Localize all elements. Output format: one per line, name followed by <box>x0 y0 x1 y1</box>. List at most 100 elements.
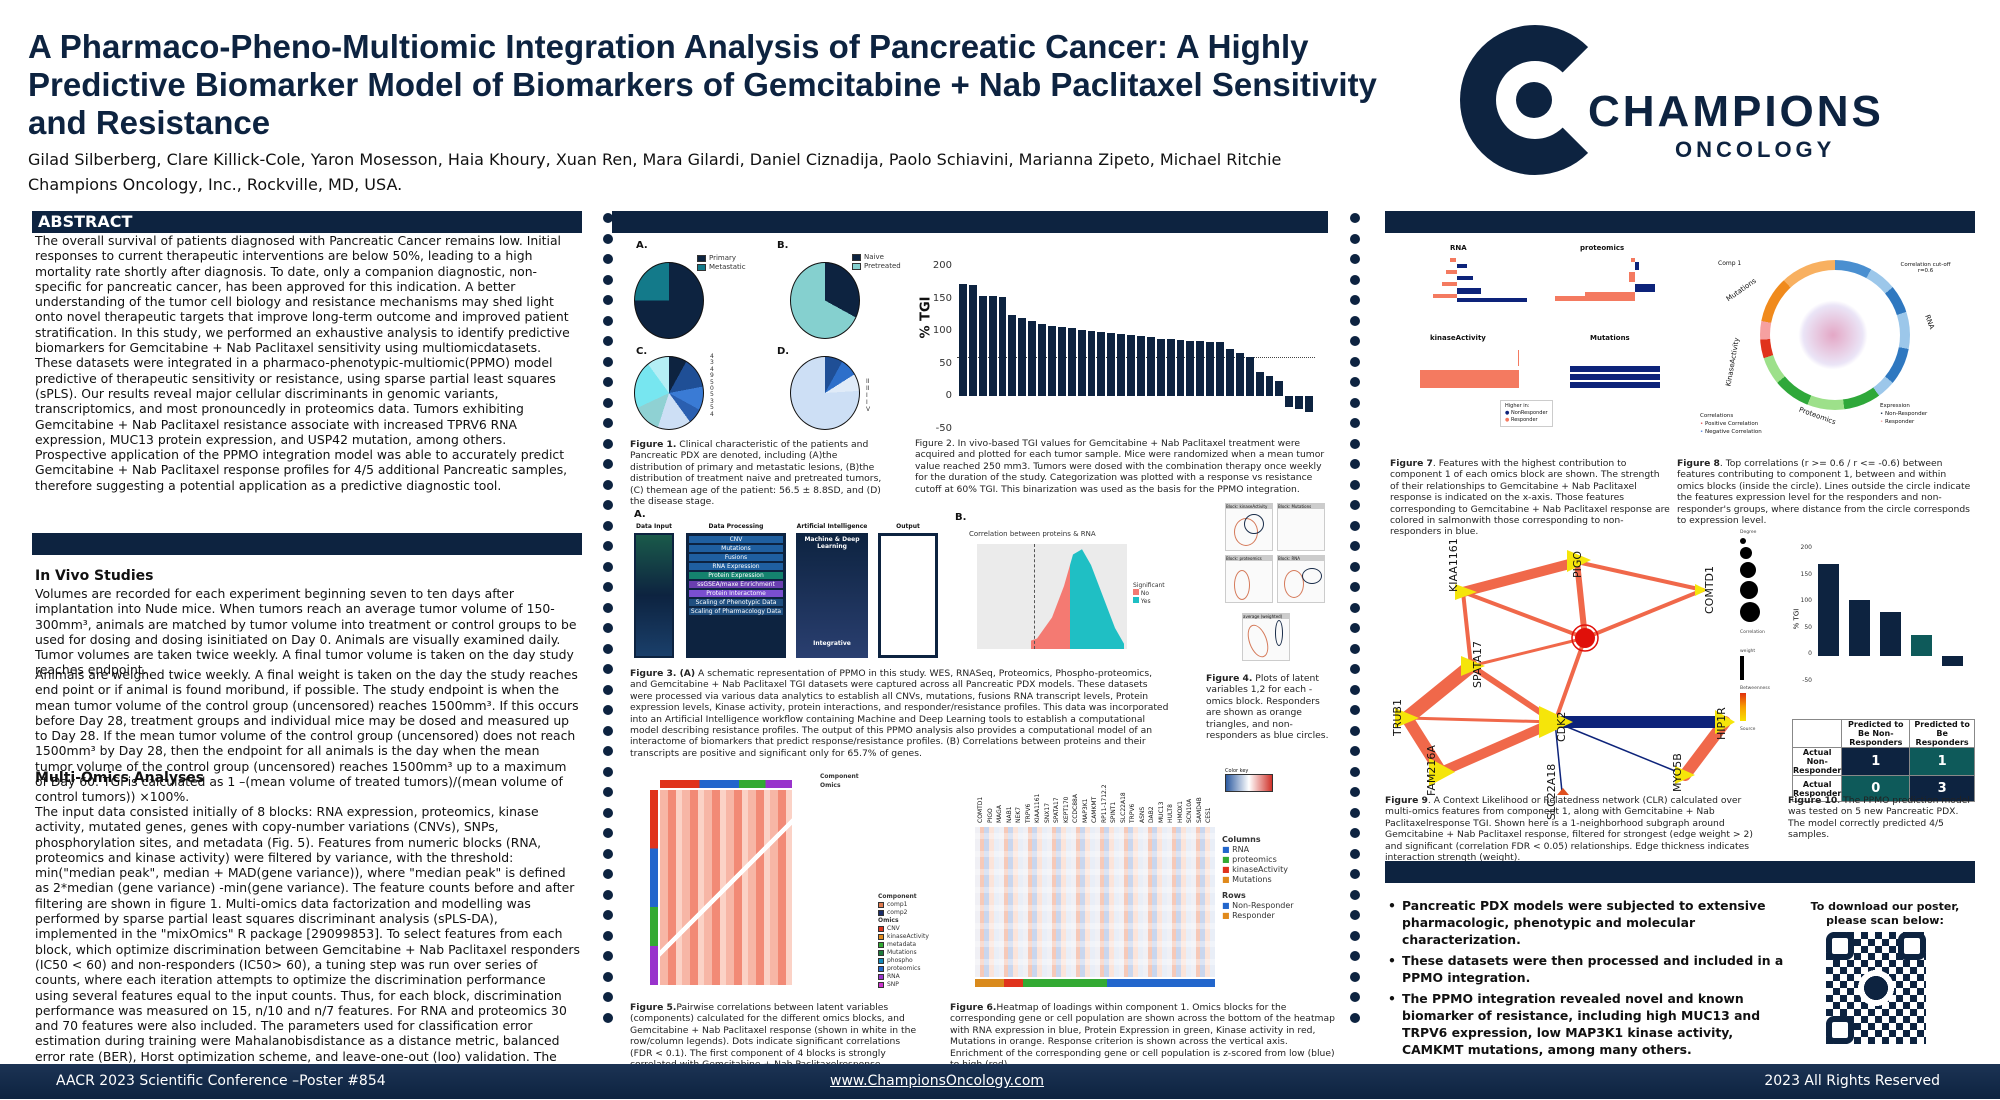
conclusions-heading-bar <box>1385 861 1975 883</box>
chart-bar <box>1176 339 1185 396</box>
fig1b-legend: Naive Pretreated <box>852 253 901 271</box>
fig2-caption: Figure 2. In vivo-based TGI values for G… <box>915 438 1325 495</box>
fig6-loadings-heatmap: COMTD1 PIGO MAGA NAB1 NEK7 TRPV6 KIAA1161 SNX17… <box>975 765 1215 990</box>
chart-bar <box>988 296 997 396</box>
conclusion-item: The PPMO integration revealed novel and … <box>1388 990 1788 1058</box>
fig1c-pie <box>634 356 704 430</box>
logo-name: CHAMPIONS <box>1588 87 1884 136</box>
in-vivo-heading: In Vivo Studies <box>35 568 154 584</box>
fig3-correlation-histogram: Correlation between proteins & RNA Signi… <box>965 530 1190 658</box>
fig5-correlation-heatmap <box>632 768 812 993</box>
heatmap-gene-label: CAMKMT <box>1091 796 1098 823</box>
chart-bar <box>1117 334 1126 396</box>
results-heading-bar <box>612 211 1328 233</box>
in-vivo-paragraph-1: Volumes are recorded for each experiment… <box>35 586 577 678</box>
fig6-legend: Columns ■ RNA ■ proteomics ■ kinaseActiv… <box>1222 835 1294 920</box>
fig5-caption: Figure 5.Pairwise correlations between l… <box>630 1002 917 1070</box>
chart-bar <box>1285 395 1294 407</box>
chart-bar <box>1880 611 1901 656</box>
footer-website-link[interactable]: www.ChampionsOncology.com <box>830 1073 1045 1089</box>
footer-copyright: 2023 All Rights Reserved <box>1764 1073 1940 1089</box>
fig7-caption: Figure 7. Features with the highest cont… <box>1390 458 1670 538</box>
methods-heading-bar <box>32 533 582 555</box>
heatmap-gene-label: SLC22A18 <box>1119 792 1127 823</box>
fig10-prediction-bar-chart: % TGI 200 150 100 50 0 -50 <box>1790 535 1975 720</box>
heatmap-gene-label: NAB1 <box>1005 806 1013 823</box>
fig8-caption: Figure 8. Top correlations (r >= 0.6 / r… <box>1677 458 1971 527</box>
heatmap-gene-label: SNX17 <box>1043 802 1051 823</box>
qr-code[interactable] <box>1826 932 1926 1044</box>
fig1d-legend: II II I I V <box>866 378 871 413</box>
chart-bar <box>1305 395 1313 413</box>
chart-bar <box>1057 326 1066 396</box>
chart-bar <box>1942 656 1963 666</box>
chart-bar <box>1226 348 1234 396</box>
fig4-caption: Figure 4. Plots of latent variables 1,2 … <box>1206 673 1329 742</box>
heatmap-gene-label: KIAA1161 <box>1034 793 1041 823</box>
chart-bar <box>1235 353 1244 396</box>
fig1b-pie <box>790 262 860 339</box>
chart-bar <box>959 284 967 396</box>
multi-omics-paragraph: The input data consisted initially of 8 … <box>35 804 580 1094</box>
chart-bar <box>1067 328 1076 396</box>
heatmap-gene-label: HMOX1 <box>1176 801 1184 823</box>
fig1-label-c: C. <box>636 346 648 357</box>
fig6-color-key: Color key <box>1225 768 1275 798</box>
affiliation: Champions Oncology, Inc., Rockville, MD,… <box>28 175 403 194</box>
heatmap-gene-label: SPINT1 <box>1110 801 1117 823</box>
column-divider-left <box>603 213 613 1033</box>
fig1-caption: Figure 1. Clinical characteristic of the… <box>630 439 882 508</box>
fig3-label-b: B. <box>955 512 967 523</box>
chart-bar <box>1028 321 1037 396</box>
chart-bar <box>1018 318 1027 396</box>
heatmap-gene-label: PIGO <box>986 808 994 823</box>
chart-bar <box>1008 314 1017 396</box>
heatmap-gene-label: TRPV6 <box>1129 803 1136 823</box>
chart-bar <box>1097 332 1106 396</box>
chart-bar <box>1107 333 1116 396</box>
heatmap-gene-label: ASNS <box>1138 806 1146 823</box>
logo-sub: ONCOLOGY <box>1675 137 1836 162</box>
chart-bar <box>1245 357 1254 396</box>
in-vivo-paragraph-2: Animals are weighed twice weekly. A fina… <box>35 667 579 805</box>
heatmap-gene-label: KEPT170 <box>1062 796 1070 823</box>
fig5-legend: Component Omics <box>820 773 859 789</box>
chart-bar <box>1265 375 1274 396</box>
fig9-clr-network: KIAA1161 PIGO COMTD1 SPATA17 TRUB1 CDK2 … <box>1385 530 1765 820</box>
conclusion-item: Pancreatic PDX models were subjected to … <box>1388 897 1788 948</box>
chart-bar <box>1087 330 1096 396</box>
heatmap-gene-label: TRPV6 <box>1024 803 1032 823</box>
fig9-legend: Degree Correlation weight Betweenness So… <box>1740 530 1770 732</box>
chart-bar <box>1206 341 1215 396</box>
chart-bar <box>1216 342 1224 396</box>
poster-title: A Pharmaco-Pheno-Multiomic Integration A… <box>28 28 1377 141</box>
abstract-text: The overall survival of patients diagnos… <box>35 233 570 493</box>
fig2-tgi-bar-chart: % TGI 200 150 100 50 0 -50 <box>905 250 1325 435</box>
fig3-ppmo-schematic: Data Input Data Processing Artificial In… <box>634 523 964 658</box>
heatmap-gene-label: SCN10A <box>1186 798 1193 823</box>
chart-bar <box>1166 339 1175 396</box>
multi-omics-heading: Multi-Omics Analyses <box>35 770 205 786</box>
chart-bar <box>1295 395 1304 409</box>
heatmap-gene-label: COMTD1 <box>977 796 984 823</box>
chart-bar <box>1849 600 1870 656</box>
heatmap-gene-label: NEK7 <box>1015 806 1022 823</box>
footer: AACR 2023 Scientific Conference –Poster … <box>0 1064 2000 1099</box>
fig3-caption: Figure 3. (A) A schematic representation… <box>630 668 1169 759</box>
fig9-caption: Figure 9. A Context Likelihood or Relate… <box>1385 795 1753 864</box>
heatmap-gene-label: RP11-1712.2 <box>1100 784 1108 823</box>
fig3-label-a: A. <box>634 509 646 520</box>
chart-bar <box>1038 324 1046 396</box>
heatmap-gene-label: MUC13 <box>1157 801 1165 823</box>
heatmap-gene-label: DAB2 <box>1148 806 1155 823</box>
fig1d-pie <box>790 356 860 430</box>
chart-bar <box>1048 325 1056 396</box>
fig7-feature-loadings: RNA proteomics kinaseActivity Mutations … <box>1390 240 1680 435</box>
chart-bar <box>1255 371 1264 396</box>
chart-bar <box>978 295 987 396</box>
chart-bar <box>1196 341 1205 396</box>
heatmap-gene-label: CCDC88A <box>1072 794 1079 823</box>
chart-bar <box>1186 340 1195 396</box>
champions-oncology-logo: CHAMPIONS ONCOLOGY <box>1460 25 1980 175</box>
authors: Gilad Silberberg, Clare Killick-Cole, Ya… <box>28 150 1282 169</box>
